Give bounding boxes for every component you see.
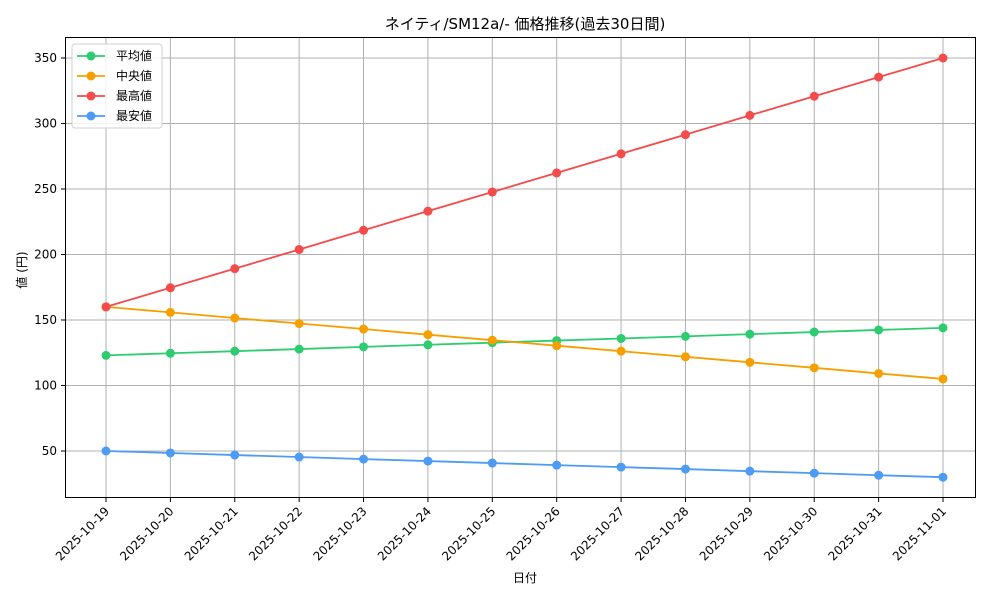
x-axis-label: 日付 — [513, 571, 537, 585]
chart-title: ネイティ/SM12a/- 価格推移(過去30日間) — [385, 15, 666, 33]
legend-box — [71, 43, 163, 129]
data-point — [359, 342, 369, 352]
data-point — [552, 341, 562, 351]
data-point — [423, 330, 433, 340]
legend-label: 平均値 — [116, 48, 152, 63]
data-point — [230, 450, 240, 460]
data-point — [680, 130, 690, 140]
data-point — [423, 456, 433, 466]
data-point — [487, 187, 497, 197]
legend-marker-icon — [86, 91, 96, 101]
data-point — [230, 264, 240, 274]
data-point — [874, 325, 884, 335]
data-point — [874, 470, 884, 480]
data-point — [938, 323, 948, 333]
data-point — [745, 110, 755, 120]
data-point — [938, 472, 948, 482]
data-point — [101, 350, 111, 360]
data-point — [680, 464, 690, 474]
y-tick-label: 350 — [34, 51, 57, 65]
data-point — [294, 319, 304, 329]
series-line — [101, 53, 948, 312]
plot-frame — [65, 37, 976, 498]
data-point — [165, 307, 175, 317]
data-point — [616, 149, 626, 159]
data-point — [230, 313, 240, 323]
data-point — [423, 206, 433, 216]
y-axis-ticks: 50 100 150 200 250 300 350 — [34, 51, 66, 458]
data-point — [165, 348, 175, 358]
data-point — [938, 374, 948, 384]
legend-label: 中央値 — [116, 68, 152, 83]
data-point — [487, 335, 497, 345]
legend-item: 中央値 — [77, 68, 152, 83]
legend-marker-icon — [86, 111, 96, 121]
data-point — [359, 324, 369, 334]
data-point — [745, 466, 755, 476]
data-point — [165, 283, 175, 293]
data-point — [616, 462, 626, 472]
y-tick-label: 50 — [42, 444, 57, 458]
data-point — [874, 72, 884, 82]
data-point — [423, 340, 433, 350]
data-point — [294, 245, 304, 255]
series-line — [101, 446, 948, 482]
data-point — [680, 352, 690, 362]
data-point — [809, 363, 819, 373]
data-point — [101, 446, 111, 456]
data-point — [101, 302, 111, 312]
y-tick-label: 250 — [34, 182, 57, 196]
data-point — [680, 331, 690, 341]
data-point — [359, 225, 369, 235]
data-point — [745, 329, 755, 339]
data-point — [809, 91, 819, 101]
data-point — [487, 458, 497, 468]
y-tick-label: 100 — [34, 379, 57, 393]
data-point — [230, 346, 240, 356]
legend-label: 最高値 — [116, 88, 152, 103]
legend-label: 最安値 — [116, 108, 152, 123]
y-tick-label: 300 — [34, 117, 57, 131]
data-point — [616, 333, 626, 343]
data-point — [938, 53, 948, 63]
series-group — [101, 53, 948, 482]
legend-item: 最高値 — [77, 88, 152, 103]
legend-item: 最安値 — [77, 108, 152, 123]
data-point — [745, 357, 755, 367]
legend-marker-icon — [86, 51, 96, 61]
data-point — [874, 368, 884, 378]
data-point — [552, 460, 562, 470]
data-point — [294, 452, 304, 462]
data-point — [809, 327, 819, 337]
data-point — [294, 344, 304, 354]
data-point — [552, 168, 562, 178]
data-point — [165, 448, 175, 458]
y-tick-label: 150 — [34, 313, 57, 327]
data-point — [809, 468, 819, 478]
legend-item: 平均値 — [77, 48, 152, 63]
data-point — [359, 454, 369, 464]
y-axis-label: 値 (円) — [14, 251, 29, 288]
legend-marker-icon — [86, 71, 96, 81]
y-tick-label: 200 — [34, 248, 57, 262]
data-point — [616, 346, 626, 356]
